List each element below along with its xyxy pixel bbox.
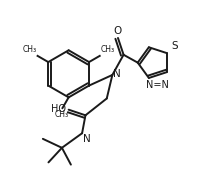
Text: S: S (171, 41, 177, 51)
Text: CH₃: CH₃ (54, 110, 68, 119)
Text: N: N (83, 134, 90, 144)
Text: CH₃: CH₃ (22, 45, 36, 54)
Text: O: O (113, 26, 121, 36)
Text: N=N: N=N (146, 80, 169, 89)
Text: CH₃: CH₃ (101, 45, 115, 54)
Text: N: N (114, 70, 121, 80)
Text: HO: HO (51, 104, 66, 114)
